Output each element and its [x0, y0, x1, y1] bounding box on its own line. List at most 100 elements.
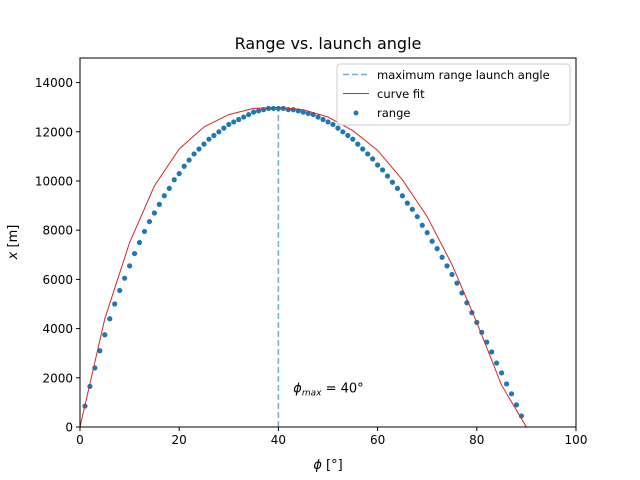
data-point	[270, 105, 277, 112]
chart-title: Range vs. launch angle	[235, 34, 422, 53]
data-point	[166, 185, 172, 191]
data-point	[241, 114, 247, 120]
data-point	[211, 132, 217, 139]
data-point	[360, 146, 366, 152]
x-tick-label: 40	[271, 433, 286, 447]
y-tick-label: 14000	[35, 76, 73, 90]
data-point	[379, 167, 386, 173]
data-point	[112, 301, 118, 307]
data-point	[236, 116, 242, 123]
data-point	[216, 129, 222, 135]
data-point	[196, 146, 202, 152]
data-point	[375, 162, 381, 168]
x-tick-label: 60	[370, 433, 385, 447]
legend-label-curve-fit: curve fit	[377, 87, 425, 101]
data-point	[389, 179, 396, 185]
data-point	[503, 381, 510, 387]
data-point	[370, 156, 376, 162]
data-point	[117, 287, 123, 294]
y-tick-label: 8000	[42, 224, 73, 238]
data-point	[265, 105, 272, 112]
data-point	[186, 157, 192, 163]
data-point	[275, 105, 281, 112]
data-point	[255, 108, 262, 114]
curve-fit-line	[79, 106, 527, 428]
data-point	[176, 171, 182, 177]
y-tick-label: 6000	[42, 273, 73, 287]
data-point	[201, 141, 207, 147]
legend-box	[336, 63, 571, 126]
data-point	[122, 275, 128, 281]
y-axis-label-symbol: x	[6, 251, 21, 260]
data-point	[251, 109, 257, 115]
data-point	[290, 107, 296, 113]
data-point	[384, 173, 391, 179]
x-axis-label: ϕ [°]	[313, 458, 342, 473]
data-point	[320, 116, 326, 123]
data-point	[399, 193, 405, 199]
data-point	[206, 136, 212, 142]
data-point	[231, 119, 237, 125]
data-point	[454, 280, 460, 286]
y-tick-label: 10000	[35, 175, 73, 189]
legend: maximum range launch angle curve fit ran…	[336, 63, 571, 126]
data-point	[97, 348, 103, 354]
x-axis-label-unit: [°]	[322, 458, 343, 473]
data-point	[444, 263, 450, 269]
y-tick-label: 12000	[35, 125, 73, 139]
y-axis-label-unit: [m]	[6, 225, 21, 252]
y-tick-label: 2000	[42, 371, 73, 385]
data-point	[345, 132, 351, 139]
data-point	[315, 114, 321, 120]
data-point	[409, 206, 415, 212]
data-point	[300, 109, 306, 115]
annotation-symbol: ϕ	[293, 382, 302, 397]
data-point	[424, 230, 430, 236]
data-point	[221, 125, 227, 131]
data-point	[508, 391, 515, 397]
data-point	[191, 151, 197, 157]
y-axis: 0 2000 4000 6000 8000 10000 12000 14000	[35, 76, 80, 435]
y-tick-label: 4000	[42, 322, 73, 336]
data-point	[429, 238, 435, 244]
data-point	[489, 349, 495, 355]
x-tick-label: 20	[172, 433, 187, 447]
axes-frame	[79, 57, 577, 428]
data-point	[355, 141, 361, 147]
data-point	[280, 105, 286, 112]
data-point	[136, 239, 143, 246]
y-axis-label: x [m]	[6, 225, 21, 261]
x-axis-label-symbol: ϕ	[313, 458, 322, 473]
y-tick-label: 0	[65, 421, 73, 435]
data-point	[499, 370, 505, 376]
data-point	[171, 177, 177, 183]
data-point	[131, 250, 138, 257]
data-point	[419, 222, 425, 228]
data-point	[161, 193, 167, 199]
data-point	[156, 201, 162, 207]
data-point	[449, 271, 455, 278]
data-point	[434, 246, 440, 252]
data-point	[102, 332, 108, 338]
annotation-text: = 40°	[321, 382, 363, 397]
x-axis: 0 20 40 60 80 100	[76, 427, 587, 447]
data-point	[350, 136, 356, 142]
x-tick-label: 80	[469, 433, 484, 447]
legend-swatch-range	[353, 110, 359, 116]
plot-area	[79, 105, 527, 428]
data-point	[404, 200, 410, 206]
data-point	[226, 121, 232, 128]
data-point	[325, 119, 331, 125]
legend-label-max-angle: maximum range launch angle	[377, 68, 550, 82]
data-point	[439, 254, 445, 260]
legend-label-range: range	[377, 106, 410, 120]
data-point	[340, 129, 346, 135]
data-point	[330, 121, 336, 128]
data-point	[141, 228, 148, 235]
data-point	[181, 163, 187, 169]
annotation-subscript: max	[302, 389, 322, 399]
data-point	[513, 402, 520, 408]
data-point	[246, 111, 252, 118]
data-point	[494, 360, 500, 366]
